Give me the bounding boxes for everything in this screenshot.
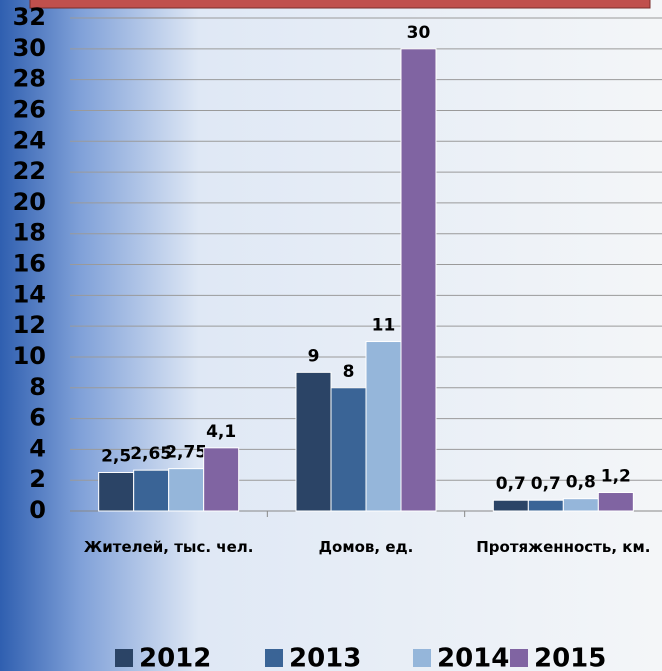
data-label: 8	[343, 362, 355, 382]
data-label: 1,2	[601, 467, 631, 487]
legend-label: 2013	[289, 644, 361, 671]
y-tick-label: 18	[13, 219, 46, 247]
bar	[365, 341, 402, 512]
data-label: 0,7	[496, 474, 526, 494]
data-label: 30	[407, 23, 431, 43]
y-tick-label: 16	[13, 250, 46, 278]
y-tick-label: 26	[13, 95, 46, 123]
data-label: 2,5	[101, 446, 131, 466]
x-label-box: Протяженность, км.	[476, 538, 651, 556]
y-tick-label: 28	[13, 65, 46, 93]
bar	[133, 469, 170, 512]
bar	[562, 498, 599, 512]
data-label: 2,75	[165, 443, 207, 463]
bar	[295, 371, 332, 512]
bar	[527, 499, 564, 512]
y-tick-label: 6	[29, 404, 46, 432]
legend-swatch	[265, 649, 283, 667]
y-tick-label: 24	[13, 126, 46, 154]
data-label: 9	[308, 346, 320, 366]
x-label-box: Жителей, тыс. чел.	[83, 538, 254, 556]
bar	[400, 48, 437, 512]
data-label: 11	[372, 316, 396, 336]
x-tick-label: Протяженность, км.	[476, 538, 651, 556]
x-label-box: Домов, ед.	[318, 538, 414, 556]
data-label: 2,65	[130, 444, 172, 464]
data-label: 0,7	[531, 474, 561, 494]
bar	[168, 468, 205, 512]
data-label: 0,8	[566, 473, 596, 493]
x-tick-label: Домов, ед.	[318, 538, 414, 556]
bar	[98, 471, 135, 512]
legend-swatch	[115, 649, 133, 667]
y-tick-label: 30	[13, 34, 46, 62]
y-tick-label: 8	[29, 373, 46, 401]
legend-swatch	[413, 649, 431, 667]
y-tick-label: 0	[29, 496, 46, 524]
bar	[203, 447, 240, 512]
data-label: 4,1	[206, 422, 236, 442]
y-tick-label: 12	[13, 311, 46, 339]
legend-swatch	[510, 649, 528, 667]
y-tick-label: 4	[29, 434, 46, 462]
y-tick-label: 2	[29, 465, 46, 493]
y-tick-label: 14	[13, 280, 46, 308]
legend-label: 2014	[437, 644, 509, 671]
bar	[597, 492, 634, 512]
legend-label: 2015	[534, 644, 606, 671]
y-tick-label: 32	[13, 3, 46, 31]
bar	[492, 499, 529, 512]
y-tick-label: 20	[13, 188, 46, 216]
y-tick-label: 10	[13, 342, 46, 370]
header-bar	[29, 0, 651, 9]
x-tick-label: Жителей, тыс. чел.	[83, 538, 254, 556]
bar	[330, 387, 367, 512]
legend-label: 2012	[139, 644, 211, 671]
y-tick-label: 22	[13, 157, 46, 185]
